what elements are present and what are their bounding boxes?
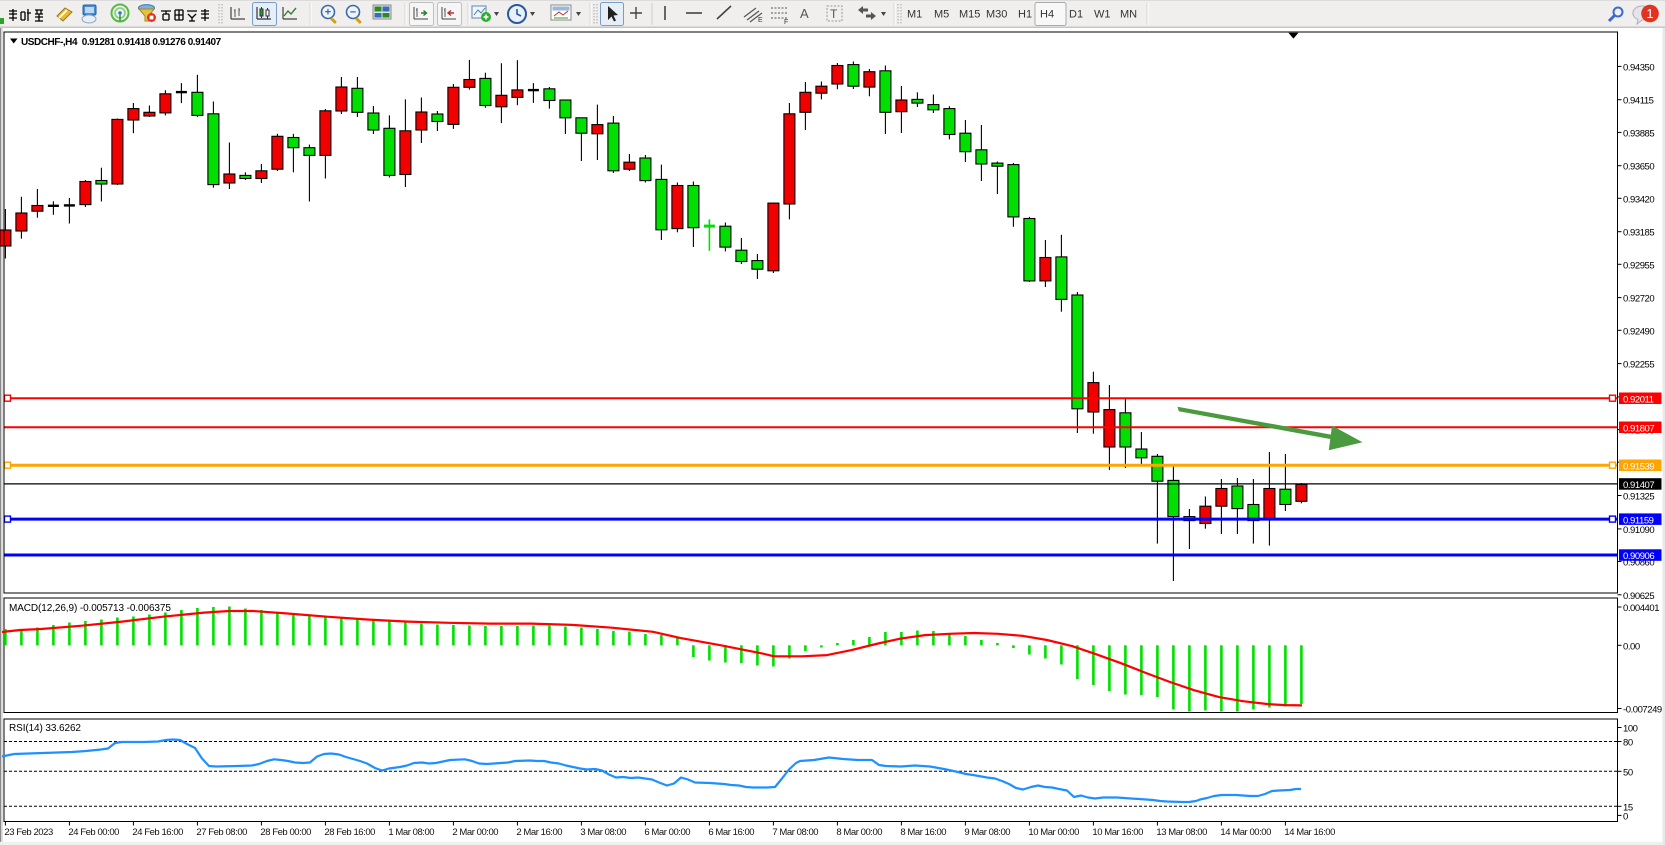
svg-text:W1: W1 <box>1094 9 1111 21</box>
svg-text:24 Feb 00:00: 24 Feb 00:00 <box>68 827 119 838</box>
svg-text:−: − <box>350 7 356 19</box>
svg-text:M1: M1 <box>907 9 922 21</box>
svg-text:15: 15 <box>1623 802 1633 813</box>
svg-text:0.92255: 0.92255 <box>1623 360 1654 371</box>
svg-text:0.92720: 0.92720 <box>1623 294 1654 305</box>
svg-text:28 Feb 00:00: 28 Feb 00:00 <box>260 827 311 838</box>
svg-text:MN: MN <box>1120 9 1137 21</box>
svg-text:0.93420: 0.93420 <box>1623 194 1654 205</box>
svg-text:0.92011: 0.92011 <box>1623 394 1654 405</box>
svg-text:RSI(14) 33.6262: RSI(14) 33.6262 <box>9 723 81 734</box>
svg-text:28 Feb 16:00: 28 Feb 16:00 <box>324 827 375 838</box>
svg-text:9 Mar 08:00: 9 Mar 08:00 <box>964 827 1010 838</box>
svg-text:H4: H4 <box>1040 9 1054 21</box>
svg-text:0.94115: 0.94115 <box>1623 96 1654 107</box>
svg-text:0.91325: 0.91325 <box>1623 492 1654 503</box>
svg-text:24 Feb 16:00: 24 Feb 16:00 <box>132 827 183 838</box>
svg-text:2 Mar 16:00: 2 Mar 16:00 <box>516 827 562 838</box>
svg-text:0.93885: 0.93885 <box>1623 128 1654 139</box>
svg-text:0.93650: 0.93650 <box>1623 162 1654 173</box>
svg-text:2 Mar 00:00: 2 Mar 00:00 <box>452 827 498 838</box>
svg-text:0.92490: 0.92490 <box>1623 326 1654 337</box>
svg-text:6 Mar 00:00: 6 Mar 00:00 <box>644 827 690 838</box>
svg-text:0.94350: 0.94350 <box>1623 62 1654 73</box>
svg-text:0.90906: 0.90906 <box>1623 551 1654 562</box>
svg-text:USDCHF-,H4 0.91281 0.91418 0.: USDCHF-,H4 0.91281 0.91418 0.91276 0.914… <box>21 37 222 48</box>
svg-text:8 Mar 16:00: 8 Mar 16:00 <box>900 827 946 838</box>
svg-text:F: F <box>784 19 788 26</box>
svg-text:0.91407: 0.91407 <box>1623 480 1654 491</box>
svg-text:14 Mar 16:00: 14 Mar 16:00 <box>1284 827 1335 838</box>
svg-text:M30: M30 <box>986 9 1007 21</box>
svg-text:T: T <box>830 7 838 21</box>
svg-text:13 Mar 08:00: 13 Mar 08:00 <box>1156 827 1207 838</box>
svg-text:A: A <box>800 6 809 21</box>
svg-text:0.004401: 0.004401 <box>1623 603 1659 614</box>
svg-text:0.92955: 0.92955 <box>1623 260 1654 271</box>
svg-text:3 Mar 08:00: 3 Mar 08:00 <box>580 827 626 838</box>
svg-text:0.00: 0.00 <box>1623 641 1640 652</box>
svg-text:6 Mar 16:00: 6 Mar 16:00 <box>708 827 754 838</box>
svg-text:27 Feb 08:00: 27 Feb 08:00 <box>196 827 247 838</box>
svg-text:100: 100 <box>1623 724 1638 735</box>
svg-text:14 Mar 00:00: 14 Mar 00:00 <box>1220 827 1271 838</box>
svg-text:1: 1 <box>1646 6 1653 21</box>
svg-text:0.93185: 0.93185 <box>1623 228 1654 239</box>
svg-text:0.90860: 0.90860 <box>1623 558 1654 569</box>
svg-text:0.90625: 0.90625 <box>1623 591 1654 602</box>
svg-text:10 Mar 00:00: 10 Mar 00:00 <box>1028 827 1079 838</box>
svg-text:+: + <box>325 7 331 19</box>
svg-text:H1: H1 <box>1018 9 1032 21</box>
svg-text:0.91159: 0.91159 <box>1623 515 1654 526</box>
svg-text:10 Mar 16:00: 10 Mar 16:00 <box>1092 827 1143 838</box>
svg-text:0.91090: 0.91090 <box>1623 525 1654 536</box>
svg-text:50: 50 <box>1623 767 1633 778</box>
svg-text:80: 80 <box>1623 738 1633 749</box>
svg-text:0.91539: 0.91539 <box>1623 461 1654 472</box>
svg-text:1 Mar 08:00: 1 Mar 08:00 <box>388 827 434 838</box>
svg-text:M15: M15 <box>959 9 980 21</box>
svg-text:MACD(12,26,9) -0.005713 -0.006: MACD(12,26,9) -0.005713 -0.006375 <box>9 603 171 614</box>
svg-text:0.91807: 0.91807 <box>1623 423 1654 434</box>
svg-text:7 Mar 08:00: 7 Mar 08:00 <box>772 827 818 838</box>
svg-text:23 Feb 2023: 23 Feb 2023 <box>4 827 53 838</box>
svg-text:M5: M5 <box>934 9 949 21</box>
svg-text:E: E <box>758 17 763 24</box>
svg-text:0: 0 <box>1623 811 1628 822</box>
svg-text:-0.007249: -0.007249 <box>1623 705 1662 716</box>
svg-text:D1: D1 <box>1069 9 1083 21</box>
svg-text:8 Mar 00:00: 8 Mar 00:00 <box>836 827 882 838</box>
